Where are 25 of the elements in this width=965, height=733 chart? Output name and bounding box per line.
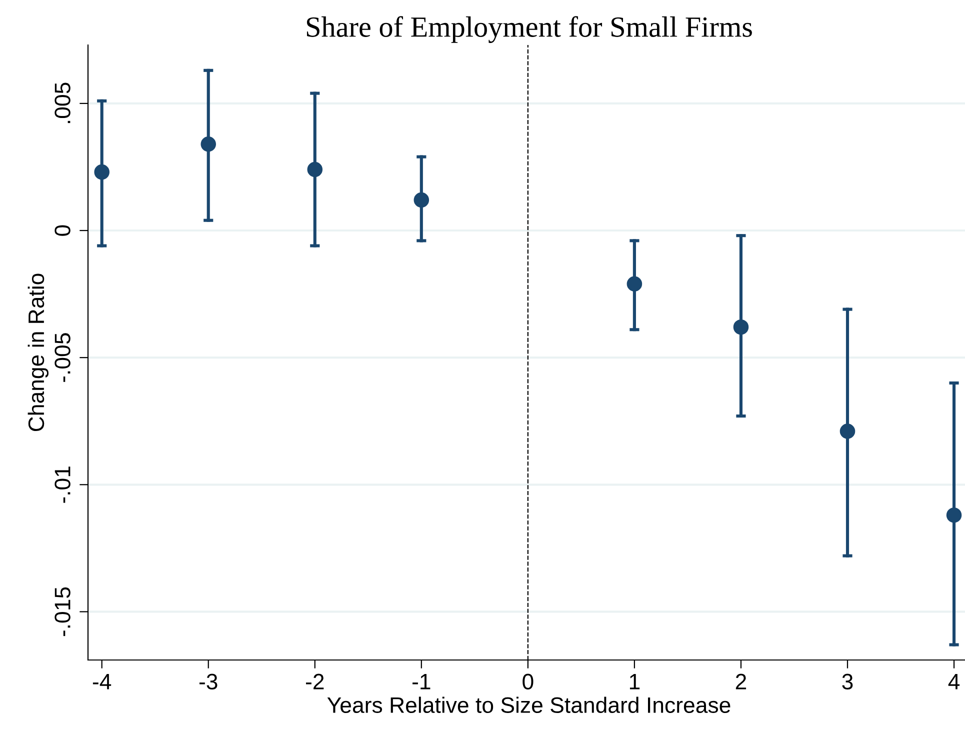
y-tick-label: .005 xyxy=(54,82,70,124)
y-tick-label: -.005 xyxy=(54,333,70,382)
y-axis-title: Change in Ratio xyxy=(28,274,49,432)
x-tick-label: -2 xyxy=(306,674,324,690)
x-tick-label: 4 xyxy=(948,674,960,690)
x-tick-label: 0 xyxy=(522,674,534,690)
point xyxy=(733,319,749,335)
chart-title: Share of Employment for Small Firms xyxy=(306,16,752,43)
x-tick-label: 1 xyxy=(630,674,640,690)
point xyxy=(94,164,110,180)
x-tick-label: -1 xyxy=(412,674,430,690)
x-tick-label: -4 xyxy=(92,674,112,690)
x-axis-title: Years Relative to Size Standard Increase xyxy=(327,696,730,714)
y-tick-label: -.015 xyxy=(54,587,70,636)
point xyxy=(307,162,323,178)
x-tick-label: 3 xyxy=(842,674,853,690)
x-tick-label: -3 xyxy=(199,674,218,690)
point xyxy=(414,192,430,208)
y-tick-label: -.01 xyxy=(54,466,70,503)
point xyxy=(946,508,962,523)
x-tick-label: 2 xyxy=(736,674,746,690)
point xyxy=(840,424,856,439)
y-tick-label: 0 xyxy=(54,225,70,236)
point xyxy=(200,136,216,152)
point xyxy=(626,276,642,292)
